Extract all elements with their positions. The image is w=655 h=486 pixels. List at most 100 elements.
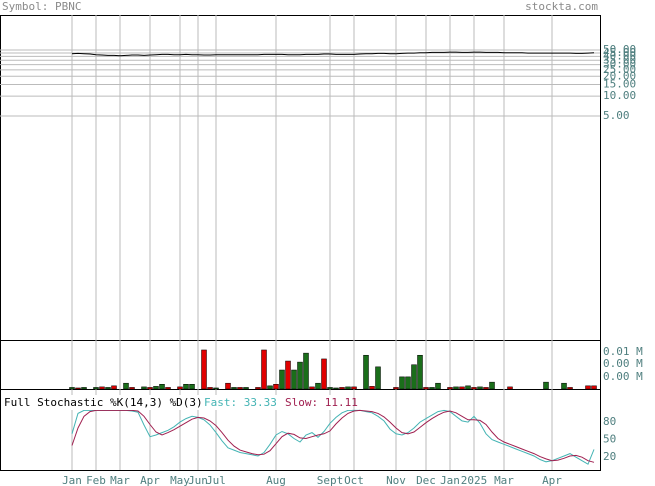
volume-bar: [273, 384, 279, 390]
volume-bar: [279, 369, 285, 390]
volume-bar: [93, 387, 99, 390]
volume-bar: [201, 349, 207, 390]
volume-bar: [543, 381, 549, 390]
volume-bar: [489, 381, 495, 390]
volume-bar: [207, 387, 213, 390]
volume-bar: [417, 354, 423, 390]
volume-bar: [321, 358, 327, 390]
volume-bar: [261, 349, 267, 390]
x-tick-label: Sept: [317, 474, 344, 486]
x-tick-label: Jan: [62, 474, 82, 486]
volume-bar: [411, 364, 417, 390]
price-line: [71, 51, 595, 57]
volume-bar: [111, 385, 117, 390]
y-tick-label: 0.00 M: [603, 357, 643, 370]
y-tick-label: 50: [603, 433, 616, 446]
x-tick-label: 2025: [461, 474, 488, 486]
volume-bar: [507, 386, 513, 390]
legend-fast: Fast: 33.33: [204, 396, 277, 409]
volume-bar: [585, 385, 591, 390]
marks: [69, 51, 597, 465]
y-tick-label: 40.00: [603, 49, 636, 62]
x-tick-label: Jun: [188, 474, 208, 486]
volume-bar: [225, 382, 231, 390]
volume-bar: [231, 387, 237, 390]
axes: 5.00 10.0015.0020.0025.0030.0035.0040.004…: [62, 43, 643, 486]
volume-bar: [375, 366, 381, 390]
y-tick-label: 10.00: [603, 89, 636, 102]
x-tick-label: Jan: [440, 474, 460, 486]
volume-bar: [303, 352, 309, 390]
x-tick-label: Mar: [110, 474, 130, 486]
volume-bar: [309, 386, 315, 390]
volume-bar: [123, 382, 129, 390]
volume-bar: [291, 369, 297, 390]
volume-bar: [141, 386, 147, 390]
volume-bar: [339, 387, 345, 390]
volume-bar: [393, 387, 399, 390]
volume-bar: [81, 387, 87, 390]
x-tick-label: May: [170, 474, 190, 486]
volume-bar: [351, 386, 357, 390]
y-tick-label: 80: [603, 415, 616, 428]
x-tick-label: Feb: [86, 474, 106, 486]
y-tick-label: 25.00: [603, 63, 636, 76]
legend-box: [2, 395, 352, 410]
site-label: stockta.com: [525, 0, 598, 13]
x-tick-label: Apr: [140, 474, 160, 486]
x-tick-label: Dec: [416, 474, 436, 486]
volume-bar: [477, 386, 483, 390]
volume-bar: [213, 387, 219, 390]
volume-bar: [99, 386, 105, 390]
volume-bar: [189, 384, 195, 390]
volume-bar: [165, 387, 171, 390]
volume-bar: [459, 386, 465, 390]
x-tick-label: Oct: [344, 474, 364, 486]
x-tick-label: Jul: [206, 474, 226, 486]
volume-bar: [267, 385, 273, 390]
y-tick-label: 0.00 M: [603, 370, 643, 383]
volume-bar: [363, 354, 369, 390]
volume-bar: [435, 382, 441, 390]
symbol-label: Symbol: PBNC: [2, 0, 81, 13]
y-tick-label: 5.00: [603, 109, 630, 122]
volume-bar: [159, 384, 165, 390]
volume-bar: [333, 387, 339, 390]
volume-bar: [255, 387, 261, 390]
volume-bar: [345, 386, 351, 390]
volume-bar: [153, 386, 159, 390]
legend-slow: Slow: 11.11: [285, 396, 358, 409]
volume-bar: [183, 384, 189, 390]
x-tick-label: Apr: [542, 474, 562, 486]
volume-bar: [447, 387, 453, 390]
volume-bar: [423, 387, 429, 390]
y-tick-label: 35.00: [603, 53, 636, 66]
volume-bar: [327, 387, 333, 390]
y-tick-label: 30.00: [603, 58, 636, 71]
y-tick-label: 50.00: [603, 43, 636, 56]
stochastic-title: Full Stochastic %K(14,3) %D(3): [4, 396, 203, 409]
grid: [0, 15, 600, 470]
volume-bar: [237, 387, 243, 390]
volume-bar: [561, 382, 567, 390]
volume-bar: [405, 376, 411, 390]
y-tick-label: 15.00: [603, 78, 636, 91]
volume-bar: [483, 387, 489, 390]
volume-bar: [429, 387, 435, 390]
volume-bar: [69, 387, 75, 390]
x-tick-label: Mar: [494, 474, 514, 486]
y-tick-label: 20.00: [603, 69, 636, 82]
volume-bar: [285, 360, 291, 390]
volume-bar: [471, 387, 477, 390]
volume-bar: [297, 361, 303, 390]
y-tick-label: 45.00: [603, 46, 636, 59]
volume-bar: [105, 387, 111, 390]
volume-bar: [567, 387, 573, 390]
volume-bar: [147, 387, 153, 390]
volume-bar: [243, 387, 249, 390]
volume-bar: [399, 376, 405, 390]
volume-bar: [177, 386, 183, 390]
volume-bar: [465, 385, 471, 390]
series-line: [71, 409, 595, 463]
